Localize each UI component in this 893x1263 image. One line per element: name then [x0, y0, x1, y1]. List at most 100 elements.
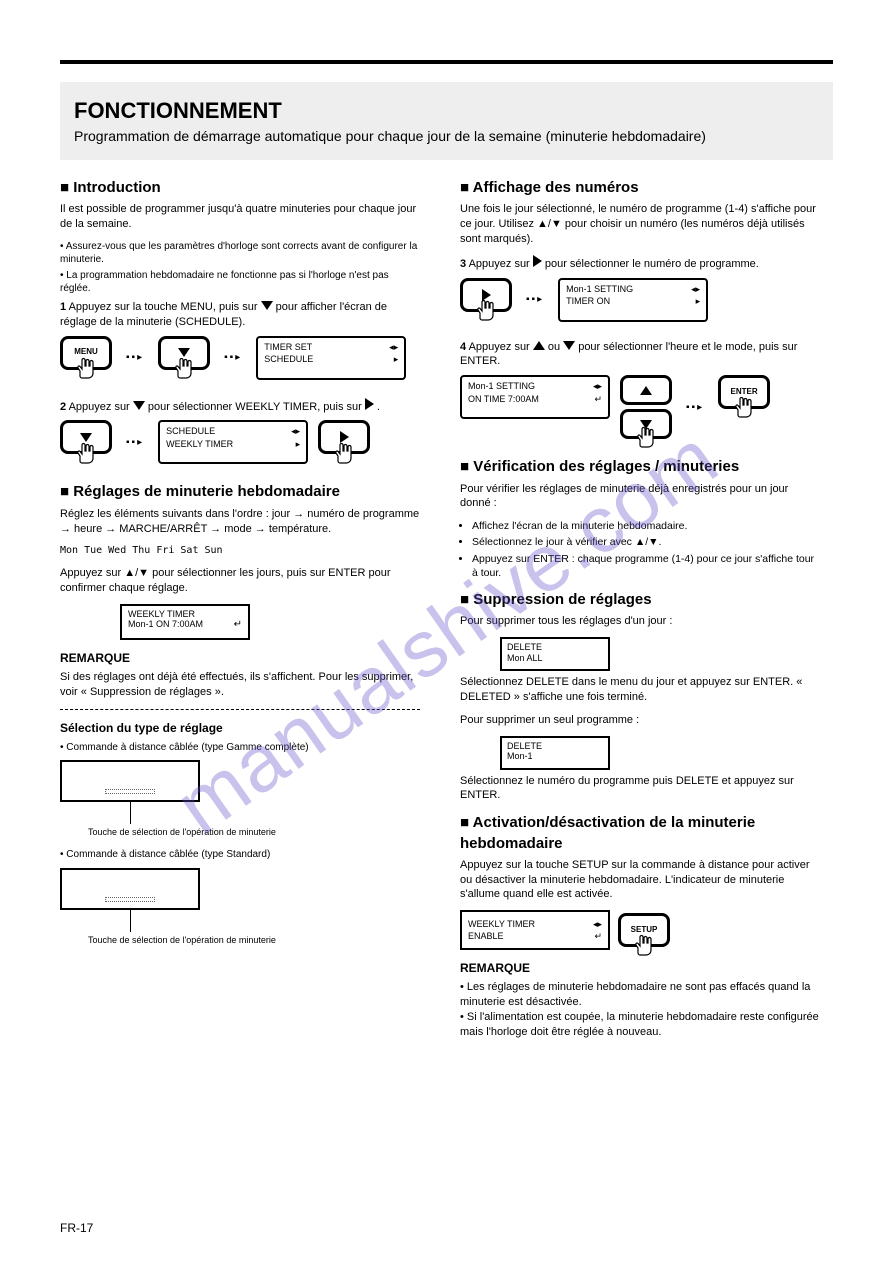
remote-unit-icon — [60, 760, 200, 802]
up-triangle-icon — [640, 386, 652, 395]
dots-icon: ▪▪▸ — [682, 401, 708, 415]
lcd-step3: Mon-1 SETTING◂▸ TIMER ON▸ — [558, 278, 708, 322]
step2: 2 Appuyez sur pour sélectionner WEEKLY T… — [60, 398, 420, 415]
setting-text: Réglez les éléments suivants dans l'ordr… — [60, 507, 420, 537]
step1-num: 1 — [60, 301, 66, 313]
lcd3-l1: WEEKLY TIMER — [128, 609, 195, 620]
lcd1-l1b: ◂▸ — [389, 342, 398, 353]
lcd-step1: TIMER SET ◂▸ SCHEDULE ▸ — [256, 336, 406, 380]
step3-num: 3 — [460, 258, 466, 270]
down-triangle-icon — [563, 341, 575, 350]
lcd4-l2a: TIMER ON — [566, 296, 610, 307]
sensor-type2: • Commande à distance câblée (type Stand… — [60, 848, 420, 862]
step4-text-a: Appuyez sur — [469, 341, 533, 353]
hand-icon — [332, 441, 356, 470]
dots-icon: ▪▪▸ — [220, 351, 246, 365]
lcd-enable: WEEKLY TIMER◂▸ ENABLE↵ — [460, 910, 610, 950]
check-list: Affichez l'écran de la minuterie hebdoma… — [472, 519, 820, 580]
step3: 3 Appuyez sur pour sélectionner le numér… — [460, 255, 820, 272]
title-bar: FONCTIONNEMENT Programmation de démarrag… — [60, 82, 833, 160]
right-triangle-icon — [533, 255, 542, 267]
step2-text-a: Appuyez sur — [69, 401, 133, 413]
lcd4-l1a: Mon-1 SETTING — [566, 284, 633, 295]
enable-figure: WEEKLY TIMER◂▸ ENABLE↵ SETUP — [460, 910, 820, 950]
remote-unit-icon — [60, 868, 200, 910]
lcd2-l2a: WEEKLY TIMER — [166, 439, 233, 450]
menu-button[interactable]: MENU — [60, 336, 112, 370]
lcd5-l2b: ↵ — [594, 394, 602, 405]
dots-icon: ▪▪▸ — [122, 351, 148, 365]
sensor-caption2: Touche de sélection de l'opération de mi… — [88, 934, 420, 946]
step3-text-b: pour sélectionner le numéro de programme… — [542, 258, 759, 270]
lcd2-l2b: ▸ — [296, 439, 301, 450]
setting-heading: ■ Réglages de minuterie hebdomadaire — [60, 482, 420, 502]
step3-text-a: Appuyez sur — [469, 258, 533, 270]
setup-button[interactable]: SETUP — [618, 913, 670, 947]
down-button[interactable] — [158, 336, 210, 370]
enter-button[interactable]: ENTER — [718, 375, 770, 409]
setting-steps: Appuyez sur ▲/▼ pour sélectionner les jo… — [60, 566, 420, 596]
down-button[interactable] — [620, 409, 672, 439]
lcd2-l1b: ◂▸ — [291, 426, 300, 437]
lcd1-l2b: ▸ — [394, 354, 399, 365]
intro-note2: • La programmation hebdomadaire ne fonct… — [60, 269, 420, 296]
sensor-figure-2: Touche de sélection de l'opération de mi… — [60, 868, 420, 946]
right-p3c: Pour supprimer un seul programme : — [460, 713, 820, 728]
step2-num: 2 — [60, 401, 66, 413]
right-h1: ■ Affichage des numéros — [460, 178, 820, 198]
lcd1-l1a: TIMER SET — [264, 342, 312, 353]
lcd4-l1b: ◂▸ — [691, 284, 700, 295]
right-h2: ■ Vérification des réglages / minuteries — [460, 457, 820, 477]
right-p3b: Sélectionnez DELETE dans le menu du jour… — [460, 675, 820, 705]
title-line1: FONCTIONNEMENT — [74, 98, 819, 124]
sensor-caption1: Touche de sélection de l'opération de mi… — [88, 826, 420, 838]
list-item: Appuyez sur ENTER : chaque programme (1-… — [472, 552, 820, 580]
hand-icon — [474, 298, 498, 327]
lcd1-l2a: SCHEDULE — [264, 354, 313, 365]
right-p1: Une fois le jour sélectionné, le numéro … — [460, 202, 820, 247]
title-line2: Programmation de démarrage automatique p… — [74, 128, 819, 144]
step2-figure: ▪▪▸ SCHEDULE◂▸ WEEKLY TIMER▸ — [60, 420, 420, 464]
sensor-type1: • Commande à distance câblée (type Gamme… — [60, 741, 420, 755]
dots-icon: ▪▪▸ — [522, 293, 548, 307]
step4: 4 Appuyez sur ou pour sélectionner l'heu… — [460, 340, 820, 370]
step1: 1 Appuyez sur la touche MENU, puis sur p… — [60, 300, 420, 330]
down-triangle-icon — [133, 401, 145, 410]
right-h3: ■ Suppression de réglages — [460, 590, 820, 610]
step4-text-b: ou — [545, 341, 563, 353]
sensor-heading: Sélection du type de réglage — [60, 720, 420, 736]
right-p3a: Pour supprimer tous les réglages d'un jo… — [460, 614, 820, 629]
step3-figure: ▪▪▸ Mon-1 SETTING◂▸ TIMER ON▸ — [460, 278, 820, 322]
sensor-figure-1: Touche de sélection de l'opération de mi… — [60, 760, 420, 838]
hand-icon — [74, 356, 98, 385]
up-button[interactable] — [620, 375, 672, 405]
dots-icon: ▪▪▸ — [122, 436, 148, 450]
hand-icon — [172, 356, 196, 385]
right-p2: Pour vérifier les réglages de minuterie … — [460, 482, 820, 512]
intro-text: Il est possible de programmer jusqu'à qu… — [60, 202, 420, 232]
lcd7-l2: Mon-1 — [507, 751, 603, 762]
step4-num: 4 — [460, 341, 466, 353]
step4-figure: Mon-1 SETTING◂▸ ON TIME 7:00AM↵ ▪▪▸ ENTE… — [460, 375, 820, 439]
right-p3d: Sélectionnez le numéro du programme puis… — [460, 774, 820, 804]
lcd-delete-one: DELETE Mon-1 — [500, 736, 610, 770]
right-button[interactable] — [318, 420, 370, 454]
down-button[interactable] — [60, 420, 112, 454]
list-item: Sélectionnez le jour à vérifier avec ▲/▼… — [472, 535, 820, 549]
right-h4: ■ Activation/désactivation de la minuter… — [460, 813, 820, 854]
note-text: Si des réglages ont déjà été effectués, … — [60, 670, 420, 700]
lcd8-l2b: ↵ — [594, 930, 602, 942]
lcd7-l1: DELETE — [507, 741, 603, 752]
hand-icon — [632, 933, 656, 962]
lcd-step4: Mon-1 SETTING◂▸ ON TIME 7:00AM↵ — [460, 375, 610, 419]
last-note-text: • Les réglages de minuterie hebdomadaire… — [460, 980, 820, 1039]
lcd-delete-all: DELETE Mon ALL — [500, 637, 610, 671]
intro-heading: ■ Introduction — [60, 178, 420, 198]
lcd-step2: SCHEDULE◂▸ WEEKLY TIMER▸ — [158, 420, 308, 464]
right-button[interactable] — [460, 278, 512, 312]
list-item: Affichez l'écran de la minuterie hebdoma… — [472, 519, 820, 533]
step2-text-b: pour sélectionner WEEKLY TIMER, puis sur — [145, 401, 365, 413]
hand-icon — [634, 425, 658, 454]
return-icon: ↵ — [234, 619, 242, 631]
lcd5-l2a: ON TIME 7:00AM — [468, 394, 539, 405]
